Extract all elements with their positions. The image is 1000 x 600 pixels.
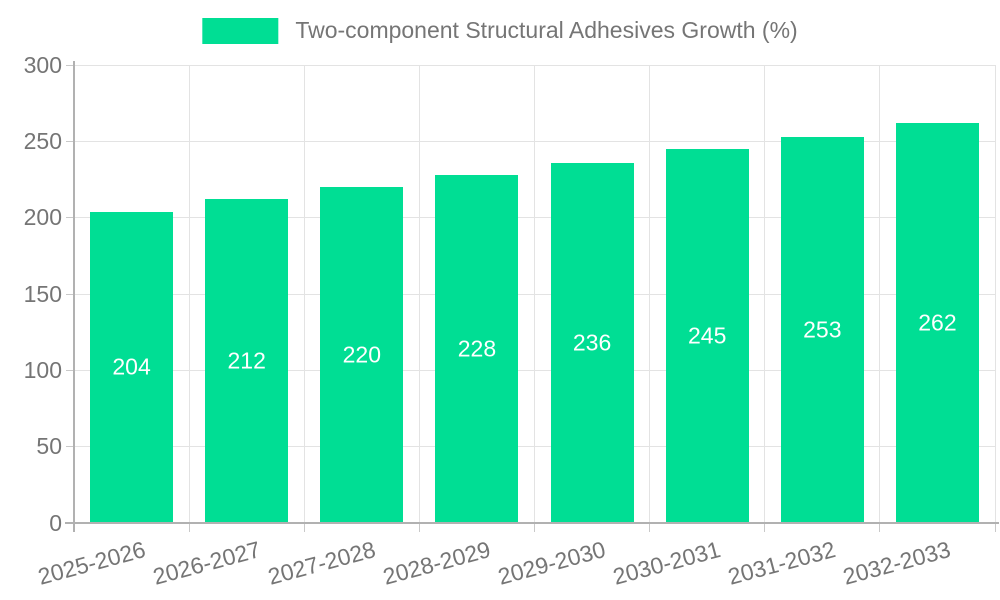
x-axis-label: 2031-2032: [725, 536, 839, 590]
bar-value-label: 236: [572, 329, 612, 356]
x-axis-tick: [188, 523, 190, 532]
bar-value-label: 220: [342, 341, 381, 368]
y-axis-label: 0: [49, 509, 62, 536]
x-axis-tick: [879, 523, 881, 532]
x-axis-label: 2026-2027: [149, 536, 263, 590]
bar[interactable]: [550, 162, 634, 523]
y-axis-label: 250: [23, 127, 62, 154]
x-axis-tick: [303, 523, 305, 532]
gridline-vertical: [534, 65, 535, 523]
x-axis-tick: [764, 523, 766, 532]
y-axis-tick: [66, 293, 74, 295]
y-axis-tick: [66, 64, 74, 66]
legend-swatch[interactable]: [202, 17, 279, 44]
legend-label[interactable]: Two-component Structural Adhesives Growt…: [295, 17, 798, 43]
gridline-vertical: [188, 65, 190, 523]
x-axis-label: 2029-2030: [495, 536, 609, 590]
legend[interactable]: Two-component Structural Adhesives Growt…: [202, 17, 798, 44]
bar[interactable]: [895, 123, 979, 523]
y-axis-tick: [66, 369, 74, 371]
x-axis-tick: [418, 523, 420, 532]
gridline-vertical: [879, 65, 881, 523]
x-axis-line: [65, 522, 999, 524]
bar-value-label: 262: [918, 309, 957, 336]
x-axis-label: 2032-2033: [840, 536, 954, 590]
bar-value-label: 204: [112, 353, 151, 380]
bar[interactable]: [435, 174, 519, 523]
y-axis-label: 50: [36, 433, 62, 460]
x-axis-label: 2030-2031: [610, 536, 724, 590]
bar-value-label: 212: [227, 347, 266, 374]
gridline-vertical: [764, 65, 766, 523]
gridline-vertical: [303, 65, 305, 523]
y-axis-label: 150: [23, 280, 62, 307]
y-axis-label: 300: [23, 51, 62, 78]
bar[interactable]: [780, 136, 864, 523]
gridline-vertical: [418, 65, 420, 523]
bar[interactable]: [320, 187, 404, 523]
bar[interactable]: [205, 199, 289, 523]
y-axis-label: 100: [23, 356, 62, 383]
y-axis-line: [73, 61, 75, 532]
y-axis-tick: [66, 446, 74, 448]
bar-value-label: 245: [688, 322, 727, 349]
bar[interactable]: [665, 148, 749, 523]
y-axis-tick: [66, 140, 74, 142]
gridline-vertical: [994, 65, 996, 523]
y-axis-tick: [66, 217, 74, 219]
x-axis-label: 2028-2029: [380, 536, 494, 590]
x-axis-label: 2025-2026: [34, 536, 148, 590]
bar-value-label: 253: [803, 316, 842, 343]
x-axis-tick: [994, 523, 996, 532]
gridline-vertical: [649, 65, 651, 523]
x-axis-label: 2027-2028: [265, 536, 379, 590]
y-axis-label: 200: [23, 204, 62, 231]
x-axis-tick: [649, 523, 651, 532]
bar[interactable]: [90, 211, 174, 523]
bar-value-label: 228: [457, 335, 497, 362]
x-axis-tick: [534, 523, 535, 532]
